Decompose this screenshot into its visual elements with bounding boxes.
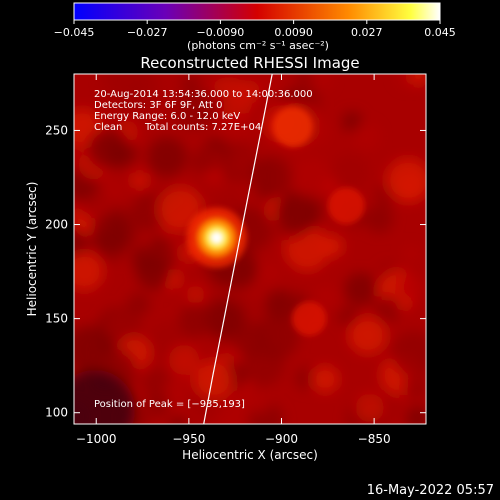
heat-blotch	[391, 330, 426, 377]
heat-blotch	[409, 74, 426, 86]
x-tick-label: −1000	[76, 432, 117, 446]
info-energy-range: Energy Range: 6.0 - 12.0 keV	[94, 111, 240, 122]
heat-blotch	[174, 91, 213, 130]
heat-blotch	[386, 158, 426, 203]
y-axis-ticks: 100 150 200 250	[45, 123, 426, 420]
x-tick-label: −900	[265, 432, 298, 446]
heat-blotch	[127, 292, 151, 316]
heat-blotch	[311, 365, 339, 393]
colorbar-tick-label: 0.045	[424, 26, 456, 39]
colorbar-tick-label: 0.0090	[274, 26, 313, 39]
chart-title: Reconstructed RHESSI Image	[140, 54, 359, 72]
heat-blotch	[403, 245, 421, 263]
heat-blotch	[136, 254, 172, 290]
heat-dark-region	[74, 370, 135, 424]
heat-blotch	[355, 393, 385, 423]
colorbar-unit-label: (photons cm⁻² s⁻¹ asec⁻²)	[187, 39, 329, 52]
info-total-counts: Total counts: 7.27E+04	[144, 122, 261, 133]
heat-blotch	[90, 212, 131, 253]
heat-blotch	[217, 141, 259, 183]
heat-blotch	[320, 234, 344, 258]
peak-source-core	[209, 230, 224, 245]
heat-blotch	[147, 136, 187, 177]
heat-blotch	[254, 314, 300, 360]
heatmap-texture	[74, 74, 426, 424]
heat-blotch	[74, 252, 104, 291]
info-time-range: 20-Aug-2014 13:54:36.000 to 14:00:36.000	[94, 89, 313, 100]
colorbar-tick-label: 0.027	[351, 26, 383, 39]
info-detectors: Detectors: 3F 6F 9F, Att 0	[94, 100, 222, 111]
secondary-source	[327, 187, 365, 225]
y-axis-label: Heliocentric Y (arcsec)	[25, 182, 39, 317]
heat-blotch	[352, 122, 380, 150]
heat-blotch	[193, 360, 234, 400]
heat-blotch	[178, 303, 213, 338]
heat-blotch	[344, 272, 378, 306]
colorbar	[73, 2, 441, 21]
y-tick-label: 100	[45, 406, 68, 420]
heat-blotch	[146, 394, 171, 418]
x-axis-label: Heliocentric X (arcsec)	[182, 448, 318, 462]
colorbar-tick-label: −0.027	[127, 26, 168, 39]
colorbar-tick-label: −0.045	[54, 26, 95, 39]
heat-blotch	[399, 273, 426, 301]
x-tick-label: −950	[172, 432, 205, 446]
y-tick-label: 250	[45, 123, 68, 137]
y-tick-label: 200	[45, 218, 68, 232]
heat-blotch	[365, 204, 394, 234]
heatmap-sources	[186, 106, 365, 336]
heat-blotch	[188, 149, 213, 174]
heat-blotch	[290, 156, 333, 199]
info-clean: Clean	[94, 122, 122, 133]
heat-blotch	[87, 127, 129, 170]
x-tick-label: −850	[358, 432, 391, 446]
heat-blotch	[256, 74, 283, 96]
heat-blotch	[373, 295, 402, 323]
heat-blotch	[264, 289, 297, 322]
heat-blotch	[349, 316, 387, 355]
heat-blotch	[181, 74, 200, 93]
colorbar-ticks: −0.045 −0.027 −0.0090 0.0090 0.027 0.045	[54, 20, 456, 39]
heat-blotch	[337, 305, 360, 328]
heat-blotch	[311, 74, 333, 90]
heat-blotch	[296, 74, 313, 85]
colorbar-tick-label: −0.0090	[197, 26, 245, 39]
y-tick-label: 150	[45, 312, 68, 326]
heat-blotch	[294, 366, 319, 391]
footer-timestamp: 16-May-2022 05:57	[367, 483, 494, 498]
heat-blotch	[185, 285, 205, 305]
heat-blotch	[131, 171, 149, 189]
heat-blotch	[101, 74, 142, 99]
info-peak-position: Position of Peak = [−935,193]	[94, 399, 245, 410]
heat-blotch	[221, 113, 253, 145]
heat-blotch	[250, 156, 293, 199]
heat-blotch	[168, 344, 200, 376]
heat-blotch	[314, 285, 339, 311]
heat-blotch	[204, 299, 246, 340]
heat-blotch	[104, 179, 124, 199]
heat-blotch	[259, 262, 280, 283]
solar-limb-curve	[203, 74, 273, 424]
heat-blotch	[403, 375, 426, 399]
heat-blotch	[250, 394, 270, 414]
heat-blotch	[169, 415, 186, 424]
plot-frame	[73, 73, 427, 425]
heat-blotch	[331, 153, 370, 191]
heat-blotch	[405, 406, 426, 424]
heat-blotch	[152, 233, 171, 253]
heat-blotch	[275, 191, 319, 235]
secondary-source	[272, 106, 313, 147]
heat-blotch	[157, 186, 203, 232]
secondary-source	[292, 301, 327, 336]
x-axis-ticks: −1000 −950 −900 −850	[76, 74, 391, 446]
